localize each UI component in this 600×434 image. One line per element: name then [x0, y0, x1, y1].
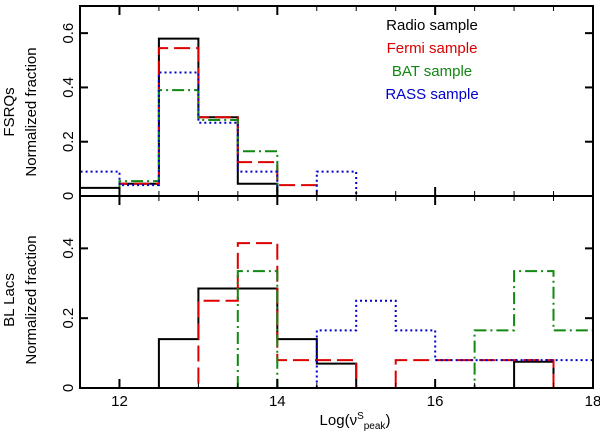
x-axis-label-sup: S: [357, 411, 364, 422]
fsrq-y-tick-label: 0.6: [60, 23, 77, 44]
bllac-series-rass-sample: [277, 299, 594, 389]
bllac-panel: 0 0.2 0.4 BL Lacs Normalized fraction: [1, 195, 594, 392]
fsrq-panel: 0 0.2 0.4 0.6 FSRQs Normalized fraction Rad…: [1, 5, 594, 200]
bllac-y-axis-label: Normalized fraction: [23, 235, 40, 364]
fsrq-row-label: FSRQs: [1, 87, 18, 136]
legend-fermi-sample: Fermi sample: [387, 40, 478, 57]
fsrq-series-fermi-sample: [80, 47, 318, 197]
bllac-y-tick-label: 0: [60, 384, 77, 392]
x-axis-label-sub: peak: [364, 421, 387, 432]
legend-radio-sample: Radio sample: [386, 17, 478, 34]
x-axis-label: Log(νSpeak): [320, 411, 391, 432]
bllac-y-tick-label: 0.2: [60, 308, 77, 329]
x-tick-label: 14: [269, 393, 286, 410]
bllac-row-label: BL Lacs: [1, 273, 18, 327]
fsrq-y-tick-label: 0.2: [60, 131, 77, 152]
fsrq-axes: 0 0.2 0.4 0.6: [60, 5, 594, 200]
bllac-series-fermi-sample: [158, 242, 555, 389]
x-axis-label-text: Log(ν: [320, 412, 358, 429]
fsrq-y-tick-label: 0.4: [60, 77, 77, 98]
fsrq-series-radio-sample: [79, 37, 279, 196]
bllac-series-bat-sample: [236, 270, 594, 389]
legend-bat-sample: BAT sample: [392, 63, 472, 80]
x-tick-label: 16: [427, 393, 444, 410]
bllac-series-radio-sample: [157, 287, 555, 389]
fsrq-series-bat-sample: [80, 89, 279, 197]
fsrq-series-layer: [79, 37, 358, 197]
bllac-frame: [79, 195, 594, 389]
fsrq-y-tick-label: 0: [60, 192, 77, 200]
x-tick-labels: 12 14 16 18: [111, 393, 600, 410]
fsrq-y-axis-label: Normalized fraction: [23, 47, 40, 176]
fsrq-series-rass-sample: [79, 71, 358, 197]
x-axis-label-close: ): [385, 412, 390, 429]
bllac-series-layer: [157, 242, 594, 389]
x-tick-label: 12: [111, 393, 128, 410]
fsrq-frame: [79, 5, 594, 197]
bllac-axes: 0 0.2 0.4: [60, 195, 594, 392]
fsrq-legend: Radio sample Fermi sample BAT sample RAS…: [385, 17, 478, 103]
x-tick-label: 18: [585, 393, 600, 410]
legend-rass-sample: RASS sample: [385, 86, 478, 103]
bllac-y-tick-label: 0.4: [60, 238, 77, 259]
